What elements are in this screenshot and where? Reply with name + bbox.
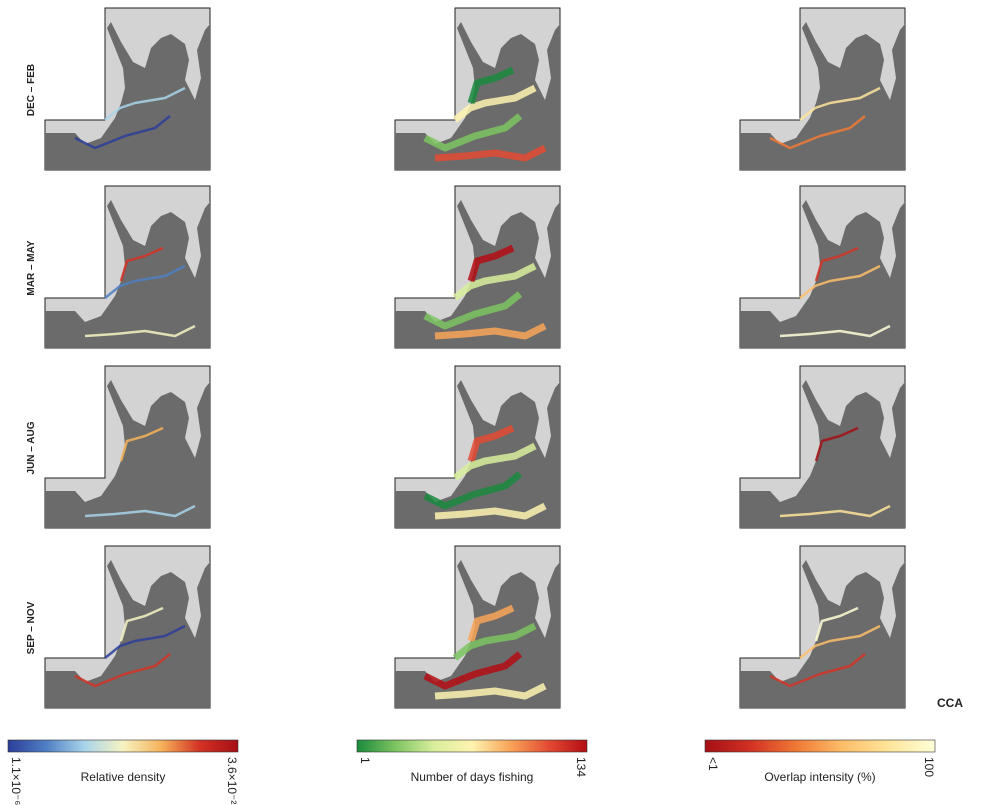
- map-panel: [394, 7, 561, 171]
- data-streak: [423, 471, 523, 510]
- data-streak: [452, 442, 537, 481]
- data-streak: [467, 424, 515, 463]
- colorbar-min: <1: [706, 757, 720, 771]
- data-streak: [104, 264, 186, 299]
- data-streak: [452, 262, 537, 301]
- data-streak: [434, 322, 547, 340]
- sea: [740, 200, 905, 348]
- data-streak: [119, 246, 164, 282]
- data-streak: [814, 246, 859, 282]
- data-streak: [779, 324, 891, 338]
- map-panel: [739, 7, 906, 171]
- data-streak: [434, 502, 547, 520]
- region-label: CCA: [937, 696, 963, 710]
- colorbar-min: 1: [358, 757, 372, 764]
- sea: [45, 22, 210, 170]
- data-streak: [84, 324, 196, 338]
- sea: [395, 200, 560, 348]
- data-streak: [769, 115, 866, 150]
- data-streak: [74, 653, 171, 688]
- map-panel: [394, 185, 561, 349]
- data-streak: [769, 653, 866, 688]
- colorbar-max: 100: [922, 757, 936, 777]
- map-panel: [394, 365, 561, 529]
- map-panel: [739, 545, 906, 709]
- data-streak: [434, 144, 547, 162]
- row-label: SEP – NOV: [26, 601, 37, 654]
- sea: [395, 380, 560, 528]
- data-streak: [119, 606, 164, 642]
- colorbar: [7, 739, 239, 753]
- colorbar-title: Overlap intensity (%): [764, 770, 875, 784]
- data-streak: [467, 66, 515, 105]
- data-streak: [799, 86, 881, 121]
- sea: [45, 560, 210, 708]
- data-streak: [104, 86, 186, 121]
- sea: [395, 22, 560, 170]
- map-panel: [44, 185, 211, 349]
- sea: [740, 22, 905, 170]
- data-streak: [799, 624, 881, 659]
- colorbar-max: 134: [574, 757, 588, 777]
- sea: [740, 380, 905, 528]
- colorbar: [704, 739, 936, 753]
- map-panel: [739, 185, 906, 349]
- data-streak: [104, 624, 186, 659]
- data-streak: [467, 244, 515, 283]
- data-streak: [814, 426, 859, 462]
- map-panel: [44, 365, 211, 529]
- data-streak: [467, 604, 515, 643]
- map-panel: [739, 365, 906, 529]
- sea: [45, 380, 210, 528]
- row-label: MAR – MAY: [26, 240, 37, 296]
- map-panel: [394, 545, 561, 709]
- data-streak: [814, 606, 859, 642]
- colorbar-min: 1.1×10⁻⁶: [9, 757, 23, 805]
- row-label: DEC – FEB: [26, 64, 37, 116]
- sea: [395, 560, 560, 708]
- row-label: JUN – AUG: [26, 421, 37, 474]
- data-streak: [434, 682, 547, 700]
- data-streak: [799, 264, 881, 299]
- map-panel: [44, 545, 211, 709]
- colorbar-title: Number of days fishing: [411, 770, 534, 784]
- colorbar-title: Relative density: [81, 770, 166, 784]
- sea: [740, 560, 905, 708]
- sea: [45, 200, 210, 348]
- data-streak: [84, 504, 196, 518]
- colorbar: [356, 739, 588, 753]
- data-streak: [423, 291, 523, 330]
- map-panel: [44, 7, 211, 171]
- data-streak: [423, 651, 523, 690]
- colorbar-max: 3.6×10⁻²: [225, 757, 239, 804]
- data-streak: [779, 504, 891, 518]
- data-streak: [119, 426, 164, 462]
- data-streak: [74, 115, 171, 150]
- data-streak: [452, 84, 537, 123]
- data-streak: [423, 113, 523, 152]
- data-streak: [452, 622, 537, 661]
